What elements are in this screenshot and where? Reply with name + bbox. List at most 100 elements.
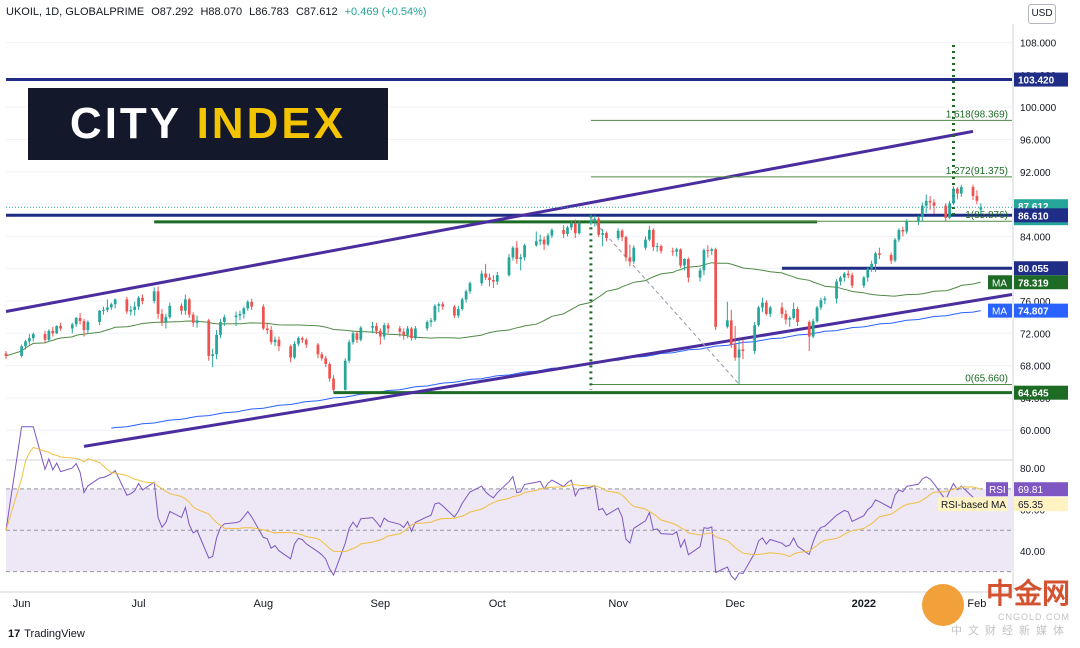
price-label-3: 80.055 bbox=[1018, 264, 1049, 275]
candle-body bbox=[297, 338, 300, 344]
time-tick-1: Jul bbox=[132, 598, 146, 610]
candle-body bbox=[480, 273, 484, 284]
price-label-2: 86.610 bbox=[1018, 211, 1049, 222]
candle-body bbox=[659, 246, 663, 251]
candle-body bbox=[24, 341, 27, 347]
watermark-tagline: 中文财经新媒体 bbox=[951, 625, 1070, 637]
candle-body bbox=[191, 314, 195, 323]
rsi-line bbox=[5, 426, 982, 581]
candle-body bbox=[566, 227, 569, 234]
symbol-name[interactable]: UKOIL, 1D, GLOBALPRIME bbox=[6, 6, 145, 18]
currency-button[interactable]: USD bbox=[1028, 4, 1056, 24]
candle-body bbox=[398, 328, 402, 332]
tradingview-brand[interactable]: 17 TradingView bbox=[8, 628, 85, 640]
candle-body bbox=[86, 321, 90, 331]
fib-label-2: 1(85.876) bbox=[965, 210, 1008, 221]
ma-green-line bbox=[5, 262, 981, 357]
rsi-tick-2: 40.00 bbox=[1020, 547, 1045, 558]
candle-body bbox=[433, 305, 437, 321]
candle-body bbox=[219, 321, 222, 335]
watermark-url: CNGOLD.COM bbox=[997, 612, 1070, 622]
price-tick-0: 108.000 bbox=[1020, 39, 1057, 50]
candle-body bbox=[534, 241, 538, 246]
rsi-value: 69.81 bbox=[1018, 485, 1043, 496]
candle-body bbox=[819, 300, 823, 308]
candle-body bbox=[792, 309, 796, 318]
candle-body bbox=[924, 200, 928, 206]
candle-body bbox=[20, 346, 23, 356]
rsi-band bbox=[6, 488, 1012, 572]
candle-body bbox=[511, 247, 515, 258]
candle-body bbox=[737, 349, 741, 358]
candle-body bbox=[952, 188, 955, 204]
candle-body bbox=[741, 349, 745, 352]
price-tick-3: 96.000 bbox=[1020, 135, 1051, 146]
candle-body bbox=[113, 299, 117, 305]
candle-body bbox=[593, 218, 597, 222]
candle-body bbox=[519, 257, 523, 259]
price-tick-4: 92.000 bbox=[1020, 168, 1051, 179]
candle-body bbox=[371, 326, 374, 328]
candle-body bbox=[378, 330, 382, 337]
fib-label-0: 1.618(98.369) bbox=[946, 109, 1008, 120]
candle-body bbox=[589, 221, 593, 224]
candle-body bbox=[648, 229, 651, 240]
ma-tag-bg-4 bbox=[988, 275, 1012, 290]
price-tick-9: 72.000 bbox=[1020, 329, 1051, 340]
ma-tag-5: MA bbox=[992, 307, 1007, 318]
candle-body bbox=[55, 326, 59, 334]
rsi-tag-bg bbox=[986, 482, 1008, 497]
candle-body bbox=[507, 257, 511, 276]
candle-body bbox=[488, 277, 491, 280]
candle-body bbox=[47, 330, 51, 340]
candle-body bbox=[698, 270, 702, 278]
candle-body bbox=[495, 275, 499, 282]
candle-body bbox=[889, 254, 893, 261]
price-tick-10: 68.000 bbox=[1020, 362, 1051, 373]
price-label-5: 74.807 bbox=[1018, 307, 1049, 318]
candle-body bbox=[850, 275, 854, 286]
candle-body bbox=[971, 187, 975, 197]
candle-body bbox=[215, 334, 218, 355]
rsi-ma-line bbox=[5, 446, 981, 558]
candle-body bbox=[293, 343, 296, 358]
candle-body bbox=[710, 249, 714, 251]
candle-body bbox=[538, 239, 542, 242]
time-tick-3: Sep bbox=[371, 598, 391, 610]
candle-body bbox=[784, 313, 788, 320]
candle-body bbox=[410, 328, 413, 339]
candle-body bbox=[870, 263, 873, 269]
candle-body bbox=[324, 358, 328, 364]
candle-body bbox=[59, 326, 62, 329]
candle-body bbox=[456, 309, 460, 316]
candle-body bbox=[484, 273, 487, 278]
candle-body bbox=[289, 346, 293, 358]
candle-body bbox=[4, 353, 8, 356]
candle-body bbox=[320, 354, 324, 359]
candle-body bbox=[651, 229, 655, 247]
candle-body bbox=[655, 246, 659, 248]
candle-body bbox=[620, 230, 624, 238]
watermark-icon bbox=[922, 584, 964, 626]
candle-body bbox=[948, 203, 951, 218]
price-label-bg-2 bbox=[1014, 208, 1068, 223]
candle-body bbox=[129, 309, 133, 312]
candle-body bbox=[355, 333, 359, 340]
candle-body bbox=[542, 239, 546, 245]
candle-body bbox=[238, 313, 242, 316]
price-label-0: 103.420 bbox=[1018, 76, 1055, 87]
candle-body bbox=[616, 230, 620, 238]
time-tick-2: Aug bbox=[254, 598, 274, 610]
candle-body bbox=[706, 250, 710, 252]
ma-tag-bg-5 bbox=[988, 303, 1012, 318]
candle-body bbox=[874, 253, 877, 264]
price-label-4: 78.319 bbox=[1018, 278, 1049, 289]
candle-body bbox=[757, 307, 760, 326]
candle-body bbox=[180, 305, 183, 311]
price-label-bg-6 bbox=[1014, 385, 1068, 400]
candle-body bbox=[815, 307, 819, 322]
candle-body bbox=[764, 302, 768, 314]
candle-body bbox=[102, 309, 105, 311]
candle-body bbox=[152, 291, 156, 301]
candle-body bbox=[835, 281, 838, 299]
